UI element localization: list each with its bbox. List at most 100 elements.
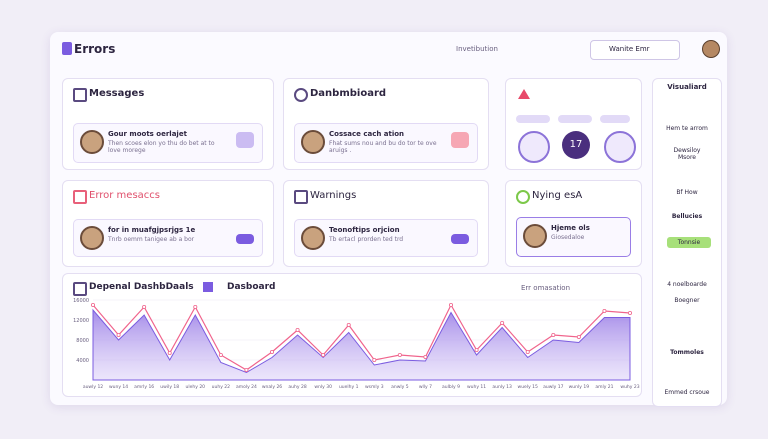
avatar bbox=[301, 130, 325, 154]
alert-icon bbox=[518, 89, 530, 99]
x-tick-label: wuhy 11 bbox=[467, 384, 486, 390]
item-title: Gour moots oerlajet bbox=[108, 130, 187, 138]
sidebar-button[interactable]: Tonnsie bbox=[667, 237, 711, 248]
area bbox=[92, 308, 631, 381]
chart-tab[interactable]: Dasboard bbox=[203, 282, 275, 292]
x-tick-label: aulbly 9 bbox=[442, 384, 460, 390]
point bbox=[372, 358, 377, 363]
nav-link[interactable]: Invetibution bbox=[456, 45, 498, 53]
x-tick-label: aunly 13 bbox=[492, 384, 512, 390]
x-tick-label: wuny 14 bbox=[109, 384, 128, 390]
x-tick-label: amly 21 bbox=[595, 384, 613, 390]
card-title: Messages bbox=[89, 88, 145, 99]
sidebar-item[interactable]: 4 noelboarde bbox=[667, 281, 707, 288]
list-item[interactable]: Teonoftips orjcion Tb ertacl prorden ted … bbox=[294, 219, 478, 257]
item-text: Tnrb oemm tanigee ab a bor bbox=[108, 236, 195, 243]
line bbox=[92, 303, 631, 371]
sidebar-item[interactable]: Emmed crsoue bbox=[664, 389, 710, 396]
point bbox=[448, 302, 453, 307]
item-button[interactable] bbox=[236, 234, 254, 244]
item-button[interactable] bbox=[236, 132, 254, 148]
item-button[interactable] bbox=[451, 234, 469, 244]
card: Messages Gour moots oerlajet Then scoes e… bbox=[62, 78, 274, 170]
sidebar-item[interactable]: Dewsiloy Msore bbox=[673, 147, 701, 161]
point bbox=[602, 309, 607, 314]
pill bbox=[600, 115, 630, 123]
sidebar-item[interactable]: Hem te arrom bbox=[666, 125, 708, 132]
point bbox=[321, 353, 326, 358]
x-tick-label: anwly 5 bbox=[391, 384, 409, 390]
x-tick-label: wnly 30 bbox=[314, 384, 332, 390]
item-title: Cossace cach ation bbox=[329, 130, 405, 138]
list-item[interactable]: Cossace cach ation Fhat sums nou and bu d… bbox=[294, 123, 478, 163]
y-tick-label: 12000 bbox=[73, 318, 89, 324]
user-avatar[interactable] bbox=[702, 40, 720, 58]
sidebar-title: Visualiard bbox=[667, 83, 707, 91]
chart-filter[interactable]: Err omasation bbox=[521, 284, 571, 292]
point bbox=[423, 355, 428, 360]
avatar bbox=[301, 226, 325, 250]
x-tick-label: wnaly 26 bbox=[262, 384, 282, 390]
card: Nying esA Hjeme ols Giosedaloe bbox=[505, 180, 642, 267]
list-item[interactable]: Gour moots oerlajet Then scoes elon yo th… bbox=[73, 123, 263, 163]
dropdown[interactable]: Wanite Emr bbox=[590, 40, 680, 60]
badge: 17 bbox=[562, 131, 590, 159]
icon bbox=[73, 88, 87, 102]
point bbox=[525, 350, 530, 355]
point bbox=[500, 321, 505, 326]
status-icon bbox=[604, 131, 636, 163]
avatar bbox=[523, 224, 547, 248]
x-tick-label: wsmly 3 bbox=[365, 384, 384, 390]
card: Error mesaccs for in muafgjpsrjgs 1e Tnrb… bbox=[62, 180, 274, 267]
point bbox=[193, 305, 198, 310]
point bbox=[90, 302, 95, 307]
point bbox=[167, 351, 172, 356]
card-title: Danbmbioard bbox=[310, 88, 387, 99]
card-title: Nying esA bbox=[532, 190, 583, 201]
x-tick-label: wuely 15 bbox=[518, 384, 539, 390]
pill bbox=[558, 115, 592, 123]
x-tick-label: amrly 16 bbox=[134, 384, 154, 390]
card-title: Error mesaccs bbox=[89, 190, 160, 201]
chart: 4000 8000 12000 16000 auwly 12 wuny 14 amrly 1… bbox=[73, 298, 640, 390]
point bbox=[218, 353, 223, 358]
point bbox=[397, 353, 402, 358]
card-title: Warnings bbox=[310, 190, 357, 201]
item-text: Then scoes elon yo thu do bet at to love… bbox=[108, 140, 215, 154]
point bbox=[142, 305, 147, 310]
card: Danbmbioard Cossace cach ation Fhat sums … bbox=[283, 78, 489, 170]
list-item[interactable]: Hjeme ols Giosedaloe bbox=[516, 217, 631, 257]
y-tick-label: 16000 bbox=[73, 298, 89, 304]
item-text: Tb ertacl prorden ted trd bbox=[329, 236, 404, 243]
icon bbox=[73, 282, 87, 296]
x-tick-label: uuelhy 1 bbox=[339, 384, 359, 390]
x-tick-label: ulehy 20 bbox=[186, 384, 206, 390]
point bbox=[551, 333, 556, 338]
list-item[interactable]: for in muafgjpsrjgs 1e Tnrb oemm tanigee … bbox=[73, 219, 263, 257]
point bbox=[346, 323, 351, 328]
x-tick-label: auwly 12 bbox=[83, 384, 103, 390]
point bbox=[116, 333, 121, 338]
avatar bbox=[80, 226, 104, 250]
status-icon bbox=[518, 131, 550, 163]
item-text: Giosedaloe bbox=[551, 234, 585, 241]
sidebar-item[interactable]: Bf How bbox=[676, 189, 698, 196]
item-button[interactable] bbox=[451, 132, 469, 148]
icon bbox=[516, 190, 530, 204]
x-tick-label: amoly 24 bbox=[236, 384, 257, 390]
icon bbox=[294, 88, 308, 102]
sidebar: Visualiard Hem te arrom Dewsiloy Msore B… bbox=[652, 78, 722, 407]
x-tick-label: wlly 7 bbox=[419, 384, 432, 390]
y-tick-label: 8000 bbox=[76, 338, 89, 344]
card: Warnings Teonoftips orjcion Tb ertacl pro… bbox=[283, 180, 489, 267]
sidebar-item[interactable]: Boegner bbox=[674, 297, 700, 304]
point bbox=[295, 328, 300, 333]
x-tick-label: uuhy 22 bbox=[212, 384, 231, 390]
point bbox=[474, 348, 479, 353]
x-tick-label: wunly 19 bbox=[569, 384, 590, 390]
point bbox=[269, 350, 274, 355]
chart-title: Depenal DashbDaals bbox=[89, 282, 194, 292]
logo bbox=[62, 42, 72, 55]
x-tick-label: auhy 28 bbox=[288, 384, 306, 390]
